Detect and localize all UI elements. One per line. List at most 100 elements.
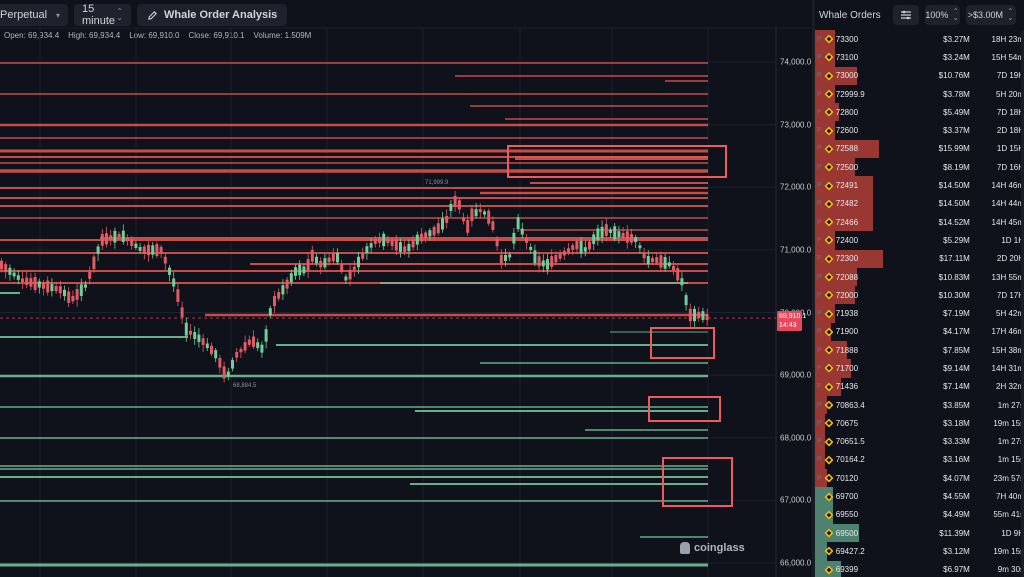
whale-order-row[interactable]: P 69550 $4.49M 55m 41s: [815, 505, 1024, 525]
perpetual-marker: P: [817, 53, 822, 61]
order-age: 1D 9H: [1001, 528, 1024, 538]
order-amount: $14.52M: [938, 217, 970, 227]
whale-order-row[interactable]: P 72088 $10.83M 13H 55m: [815, 267, 1024, 287]
candle: [697, 311, 701, 319]
order-amount: $4.07M: [943, 473, 970, 483]
candle: [184, 322, 188, 336]
whale-order-row[interactable]: P 70164.2 $3.16M 1m 15s: [815, 450, 1024, 470]
whale-order-row[interactable]: P 69500 $11.39M 1D 9H: [815, 524, 1024, 543]
candle: [16, 275, 20, 280]
candle: [239, 348, 243, 353]
whale-order-row[interactable]: P 73100 $3.24M 15H 54m: [815, 48, 1024, 67]
candle: [394, 239, 398, 251]
whale-order-row[interactable]: P 71888 $7.85M 15H 38m: [815, 341, 1024, 360]
order-age: 14H 46m: [991, 181, 1024, 191]
order-amount: $3.78M: [943, 89, 970, 99]
candle: [651, 257, 654, 263]
candle: [67, 291, 71, 303]
ohlc-low: Low: 69,910.0: [129, 31, 180, 40]
whale-order-row[interactable]: P 70863.4 $3.85M 1m 27s: [815, 395, 1024, 415]
whale-orders-list[interactable]: P 73300 $3.27M 18H 23m P 73100 $3.24M 15H 54m P 7…: [815, 30, 1024, 577]
order-price: 72466: [835, 217, 859, 227]
candle: [411, 239, 415, 248]
candle: [134, 243, 138, 248]
whale-order-row[interactable]: P 72600 $3.37M 2D 18H: [815, 121, 1024, 140]
filter-settings-button[interactable]: [892, 5, 919, 25]
order-age: 2D 18H: [996, 126, 1024, 136]
whale-order-row[interactable]: P 72800 $5.49M 7D 18H: [815, 103, 1024, 122]
whale-order-row[interactable]: P 69427.2 $3.12M 19m 15s: [815, 542, 1024, 561]
whale-order-analysis-button[interactable]: Whale Order Analysis: [137, 4, 288, 26]
order-size-bar: [815, 395, 827, 415]
candle: [172, 278, 176, 287]
candle: [222, 366, 226, 379]
order-price: 70675: [835, 418, 859, 428]
whale-order-row[interactable]: P 72491 $14.50M 14H 46m: [815, 176, 1024, 195]
whale-order-row[interactable]: P 72500 $8.19M 7D 16H: [815, 158, 1024, 177]
perpetual-marker: P: [817, 236, 822, 244]
candle: [504, 254, 507, 262]
whale-order-row[interactable]: P 69700 $4.55M 7H 40m: [815, 487, 1024, 506]
whale-order-row[interactable]: P 73000 $10.76M 7D 19H: [815, 66, 1024, 85]
whale-order-row[interactable]: P 72588 $15.99M 1D 15H: [815, 139, 1024, 159]
whale-order-row[interactable]: P 72300 $17.11M 2D 20H: [815, 249, 1024, 268]
candle: [688, 308, 692, 322]
whale-order-row[interactable]: P 73300 $3.27M 18H 23m: [815, 30, 1024, 49]
order-price: 69500: [835, 528, 859, 538]
candle: [705, 314, 709, 321]
candle: [75, 289, 79, 300]
candle: [100, 233, 104, 246]
order-price: 72588: [835, 144, 859, 154]
candle: [8, 267, 12, 275]
candle: [579, 241, 583, 254]
price-axis-label: 72,000.0: [780, 182, 812, 192]
binance-exchange-icon: [824, 437, 834, 447]
order-size-bar: [815, 542, 827, 561]
price-chart[interactable]: 74,000.073,000.072,000.071,000.070,000.0…: [0, 0, 812, 577]
order-amount: $10.83M: [938, 272, 970, 282]
order-amount: $17.11M: [939, 254, 970, 264]
whale-order-row[interactable]: P 70675 $3.18M 19m 15s: [815, 414, 1024, 433]
order-price: 73000: [835, 71, 859, 81]
order-amount: $15.99M: [938, 144, 970, 154]
whale-order-row[interactable]: P 71938 $7.19M 5H 42m: [815, 304, 1024, 323]
candle: [478, 209, 482, 213]
whale-order-row[interactable]: P 72999.9 $3.78M 5H 20m: [815, 84, 1024, 104]
order-age: 14H 45m: [991, 217, 1024, 227]
whale-order-row[interactable]: P 70120 $4.07M 23m 57s: [815, 469, 1024, 488]
panel-divider[interactable]: [812, 0, 815, 577]
candle: [147, 244, 150, 256]
candle: [352, 266, 356, 270]
candle: [256, 342, 260, 349]
whale-order-row[interactable]: P 72466 $14.52M 14H 45m: [815, 212, 1024, 232]
candle: [79, 284, 83, 297]
whale-order-row[interactable]: P 72482 $14.50M 14H 44m: [815, 194, 1024, 213]
panel-scrollbar[interactable]: [1021, 30, 1024, 577]
candle: [214, 350, 218, 359]
order-age: 1D 15H: [996, 144, 1024, 154]
candle: [142, 246, 146, 254]
perpetual-marker: P: [817, 566, 822, 574]
whale-order-row[interactable]: P 71436 $7.14M 2H 32m: [815, 377, 1024, 396]
price-axis-label: 68,000.0: [780, 433, 812, 443]
whale-order-row[interactable]: P 72000 $10.30M 7D 17H: [815, 286, 1024, 305]
whale-order-row[interactable]: P 71700 $9.14M 14H 31m: [815, 359, 1024, 378]
candle: [663, 256, 667, 269]
interval-select[interactable]: 15 minute ⌃ ⌄: [74, 3, 131, 27]
candle: [277, 292, 281, 299]
whale-order-row[interactable]: P 72400 $5.29M 1D 1H: [815, 231, 1024, 250]
whale-order-row[interactable]: P 70651.5 $3.33M 1m 27s: [815, 432, 1024, 451]
whale-order-row[interactable]: P 69399 $6.97M 9m 30s: [815, 560, 1024, 577]
candle: [63, 289, 66, 297]
price-axis-label: 73,000.0: [780, 120, 812, 130]
min-order-size-select[interactable]: >$3.00M ⌃ ⌄: [965, 5, 1016, 25]
order-amount: $3.37M: [943, 126, 970, 136]
candle: [571, 245, 575, 250]
pencil-icon: [148, 10, 157, 20]
chart-canvas[interactable]: [0, 0, 812, 577]
market-type-select[interactable]: Perpetual ▾: [0, 4, 68, 26]
whale-order-row[interactable]: P 71900 $4.17M 17H 46m: [815, 322, 1024, 342]
zoom-percent-select[interactable]: 100% ⌃ ⌄: [924, 5, 960, 25]
candle: [336, 252, 339, 263]
